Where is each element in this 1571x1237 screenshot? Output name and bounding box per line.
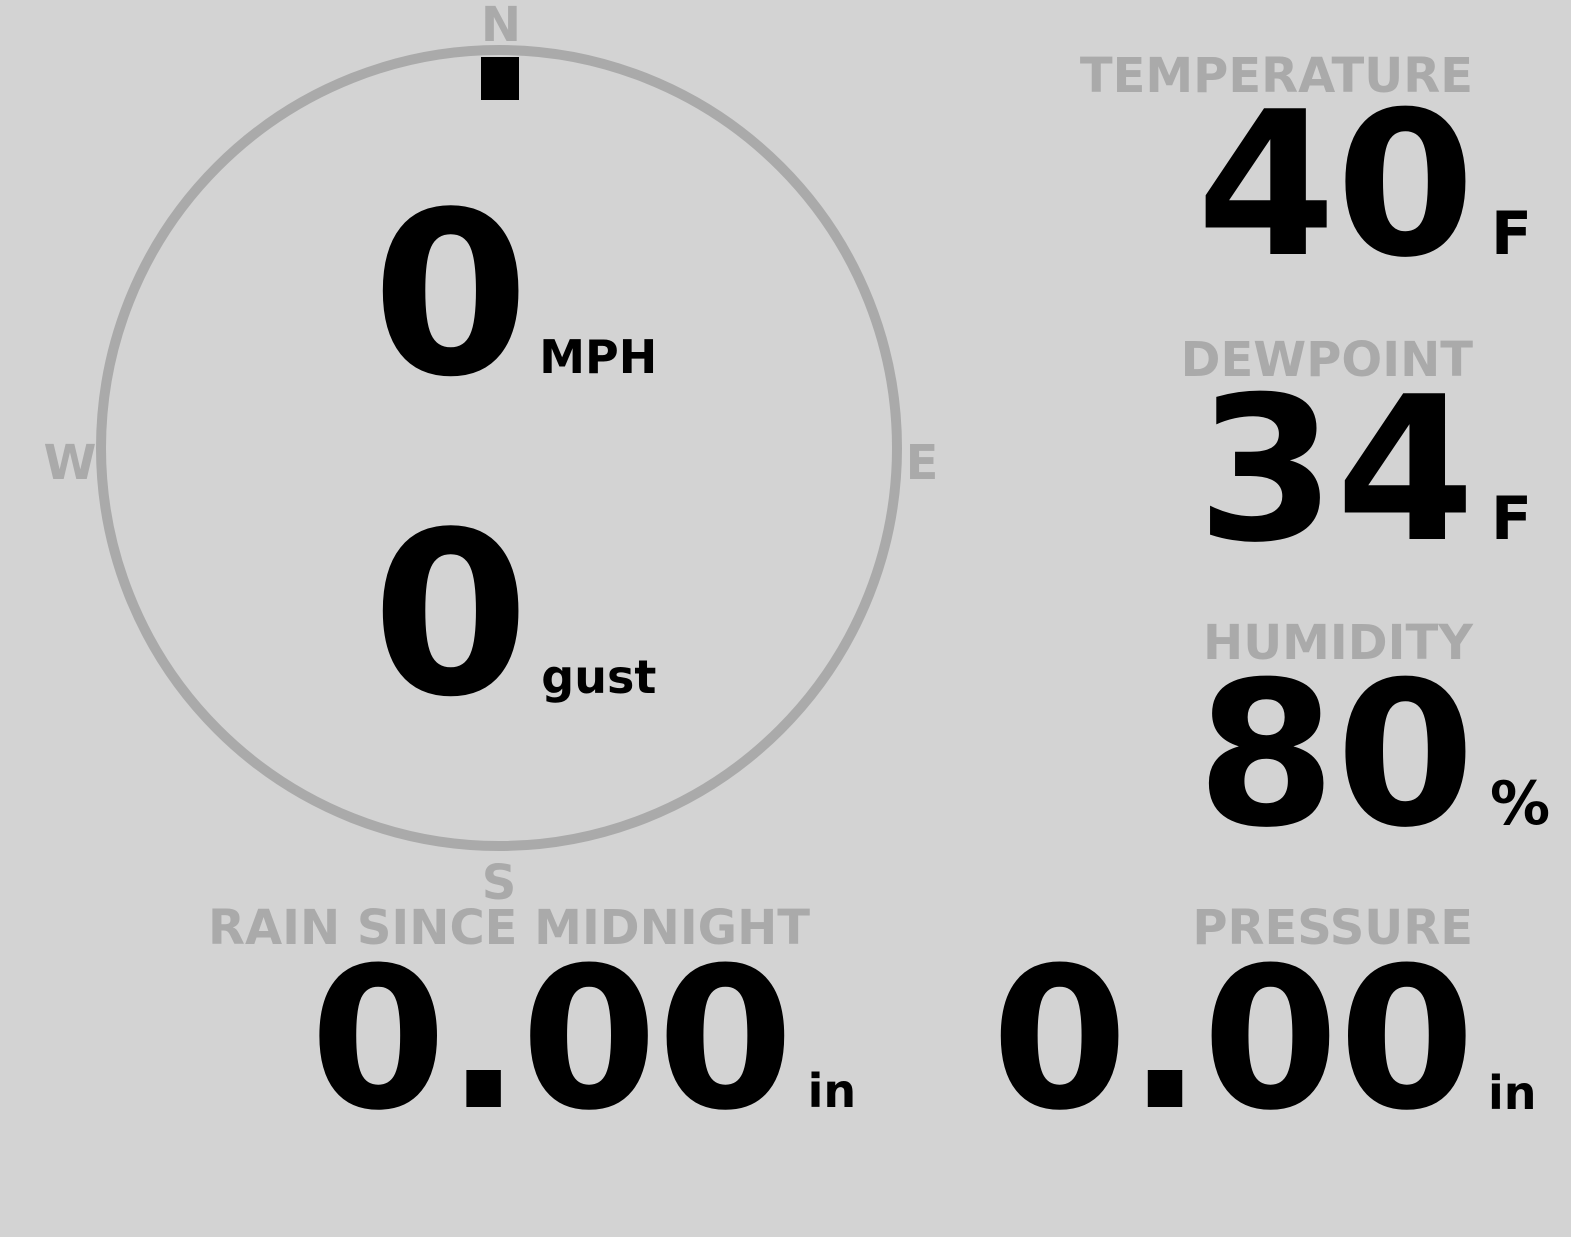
temperature-value: 40 <box>1196 69 1475 302</box>
rain-unit: in <box>807 1064 857 1118</box>
dewpoint-value: 34 <box>1196 354 1475 587</box>
dewpoint-unit: F <box>1491 484 1532 554</box>
rain-label: RAIN SINCE MIDNIGHT <box>208 900 810 956</box>
humidity-value: 80 <box>1196 639 1475 872</box>
wind-speed-value: 0 <box>372 164 530 427</box>
pressure-value: 0.00 <box>991 926 1475 1154</box>
wind-gust-reading: 0 gust <box>372 484 657 747</box>
wind-speed-reading: 0 MPH <box>372 164 658 427</box>
wind-gust-value: 0 <box>372 484 530 747</box>
compass-south-label: S <box>481 855 517 911</box>
compass-east-label: E <box>905 435 939 491</box>
pressure-label: PRESSURE <box>1192 900 1473 956</box>
compass-ring <box>96 45 902 851</box>
wind-direction-needle <box>481 57 519 100</box>
rain-reading: 0.00 in <box>310 926 857 1154</box>
compass-north-label: N <box>480 0 522 53</box>
compass-west-label: W <box>43 435 97 491</box>
rain-value: 0.00 <box>310 926 794 1154</box>
wind-gust-unit: gust <box>541 650 657 704</box>
humidity-label: HUMIDITY <box>1203 615 1473 671</box>
dewpoint-label: DEWPOINT <box>1180 332 1473 388</box>
wind-speed-unit: MPH <box>539 330 658 384</box>
temperature-label: TEMPERATURE <box>1079 48 1473 104</box>
pressure-unit: in <box>1488 1066 1537 1120</box>
temperature-unit: F <box>1491 199 1532 269</box>
humidity-unit: % <box>1490 769 1551 839</box>
